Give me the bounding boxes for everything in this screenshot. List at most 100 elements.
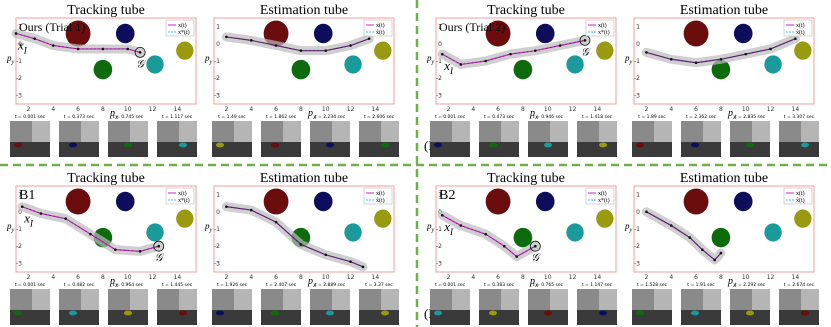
waypoint — [719, 251, 723, 255]
legend: x(t)x̂(t) — [783, 187, 813, 205]
frame-object — [599, 310, 607, 316]
frame-time: t = 0.001 sec — [15, 114, 46, 120]
frame-time: t = 2.407 sec — [266, 282, 297, 288]
x-tick-label: 10 — [742, 274, 750, 281]
obstacle — [485, 20, 511, 47]
frame-time: t = 0.001 sec — [15, 282, 46, 288]
x-axis-label-sub: x — [534, 113, 539, 121]
waypoint — [769, 47, 772, 51]
waypoint — [349, 44, 352, 47]
waypoint — [349, 260, 352, 263]
frame-time: t = 0.383 sec — [484, 282, 515, 288]
x-tick-label: 14 — [174, 274, 182, 281]
frame-floor — [359, 142, 399, 157]
x-tick-label: 2 — [224, 106, 228, 113]
frame-floor — [479, 310, 519, 325]
x-tick-label: 12 — [149, 106, 157, 113]
obstacle — [176, 209, 194, 228]
frame-time: t = 1.862 sec — [266, 114, 297, 120]
obstacle — [485, 188, 511, 215]
waypoint — [76, 47, 80, 51]
frame-time: t = 0.946 sec — [533, 114, 564, 120]
frame-time: t = 1.528 sec — [637, 282, 668, 288]
waypoint — [157, 244, 161, 248]
x-axis-label: px — [529, 108, 539, 121]
x-axis-label-base: p — [109, 276, 115, 287]
y-tick-label: -1 — [436, 58, 442, 65]
frame-time: t = 1.89 sec — [638, 114, 666, 120]
obstacle — [374, 41, 392, 60]
y-axis-label-base: p — [624, 221, 630, 231]
frame-wall — [381, 121, 399, 142]
x-axis-label-sub: x — [312, 113, 317, 121]
waypoint — [694, 61, 698, 65]
waypoint — [669, 57, 673, 61]
start-label-sub: I — [23, 45, 28, 55]
legend-label: x(t) — [376, 22, 385, 29]
x-tick-label: 2 — [446, 106, 450, 113]
y-tick-label: 0 — [636, 41, 640, 48]
frame-time: t = 1.117 sec — [162, 114, 193, 120]
x-tick-label: 10 — [544, 274, 552, 281]
frame-object — [599, 142, 607, 148]
obstacle — [115, 191, 135, 212]
plot-title: Estimation tube — [680, 3, 768, 18]
x-tick-label: 14 — [792, 106, 800, 113]
x-tick-label: 14 — [372, 274, 380, 281]
frame-time: t = 3.37 sec — [365, 282, 393, 288]
y-tick-label: 0 — [216, 41, 220, 48]
x-tick-label: 6 — [274, 274, 278, 281]
y-tick-label: -3 — [214, 260, 220, 267]
frame-wall — [179, 289, 197, 310]
legend: x(t)x*(t) — [585, 19, 615, 37]
x-tick-label: 8 — [299, 106, 303, 113]
frame-wall — [501, 121, 519, 142]
x-tick-label: 6 — [496, 106, 500, 113]
y-tick-label: 1 — [438, 24, 442, 31]
legend-label: x(t) — [376, 190, 385, 197]
x-tick-label: 8 — [521, 274, 525, 281]
y-axis-label-sub: y — [629, 59, 633, 66]
legend: x(t)x*(t) — [165, 19, 195, 37]
x-axis-label: px — [109, 108, 119, 121]
legend-label: x*(t) — [598, 197, 610, 204]
y-tick-label: -1 — [16, 58, 22, 65]
frame-time: t = 0.001 sec — [435, 282, 466, 288]
frame-time: t = 1.418 sec — [582, 114, 613, 120]
frame-time: t = 0.964 sec — [113, 282, 144, 288]
waypoint — [324, 253, 328, 257]
y-axis-label-sub: y — [431, 59, 435, 66]
x-axis-label-base: p — [727, 276, 733, 287]
frame-object — [544, 310, 552, 316]
frame-time: t = 0.473 sec — [484, 114, 515, 120]
waypoint — [484, 232, 487, 236]
plot-title: Tracking tube — [67, 3, 145, 18]
plot-title: Tracking tube — [487, 3, 565, 18]
obstacle — [733, 191, 753, 212]
legend-label: x̂(t) — [376, 29, 385, 36]
obstacle — [683, 188, 709, 215]
frame-wall — [332, 121, 350, 142]
waypoint — [794, 37, 797, 40]
start-label-sub: I — [449, 66, 454, 76]
goal-marker — [529, 240, 541, 252]
x-tick-label: 6 — [496, 274, 500, 281]
x-axis-label-sub: x — [312, 281, 317, 289]
legend: x(t)x̂(t) — [783, 19, 813, 37]
frame-wall — [452, 121, 470, 142]
goal-marker — [153, 240, 165, 252]
frame-wall — [752, 121, 770, 142]
y-axis-label: py — [426, 53, 435, 66]
obstacle — [374, 209, 392, 228]
x-tick-label: 12 — [767, 106, 775, 113]
x-tick-label: 4 — [669, 274, 673, 281]
y-tick-label: -1 — [214, 226, 220, 233]
y-tick-label: 1 — [216, 192, 220, 199]
frame-object — [69, 142, 77, 148]
x-tick-label: 4 — [51, 274, 55, 281]
waypoint — [225, 35, 228, 39]
obstacle — [683, 20, 709, 47]
x-axis-label: px — [727, 276, 737, 289]
x-axis-label-base: p — [109, 108, 115, 119]
x-tick-label: 6 — [694, 274, 698, 281]
